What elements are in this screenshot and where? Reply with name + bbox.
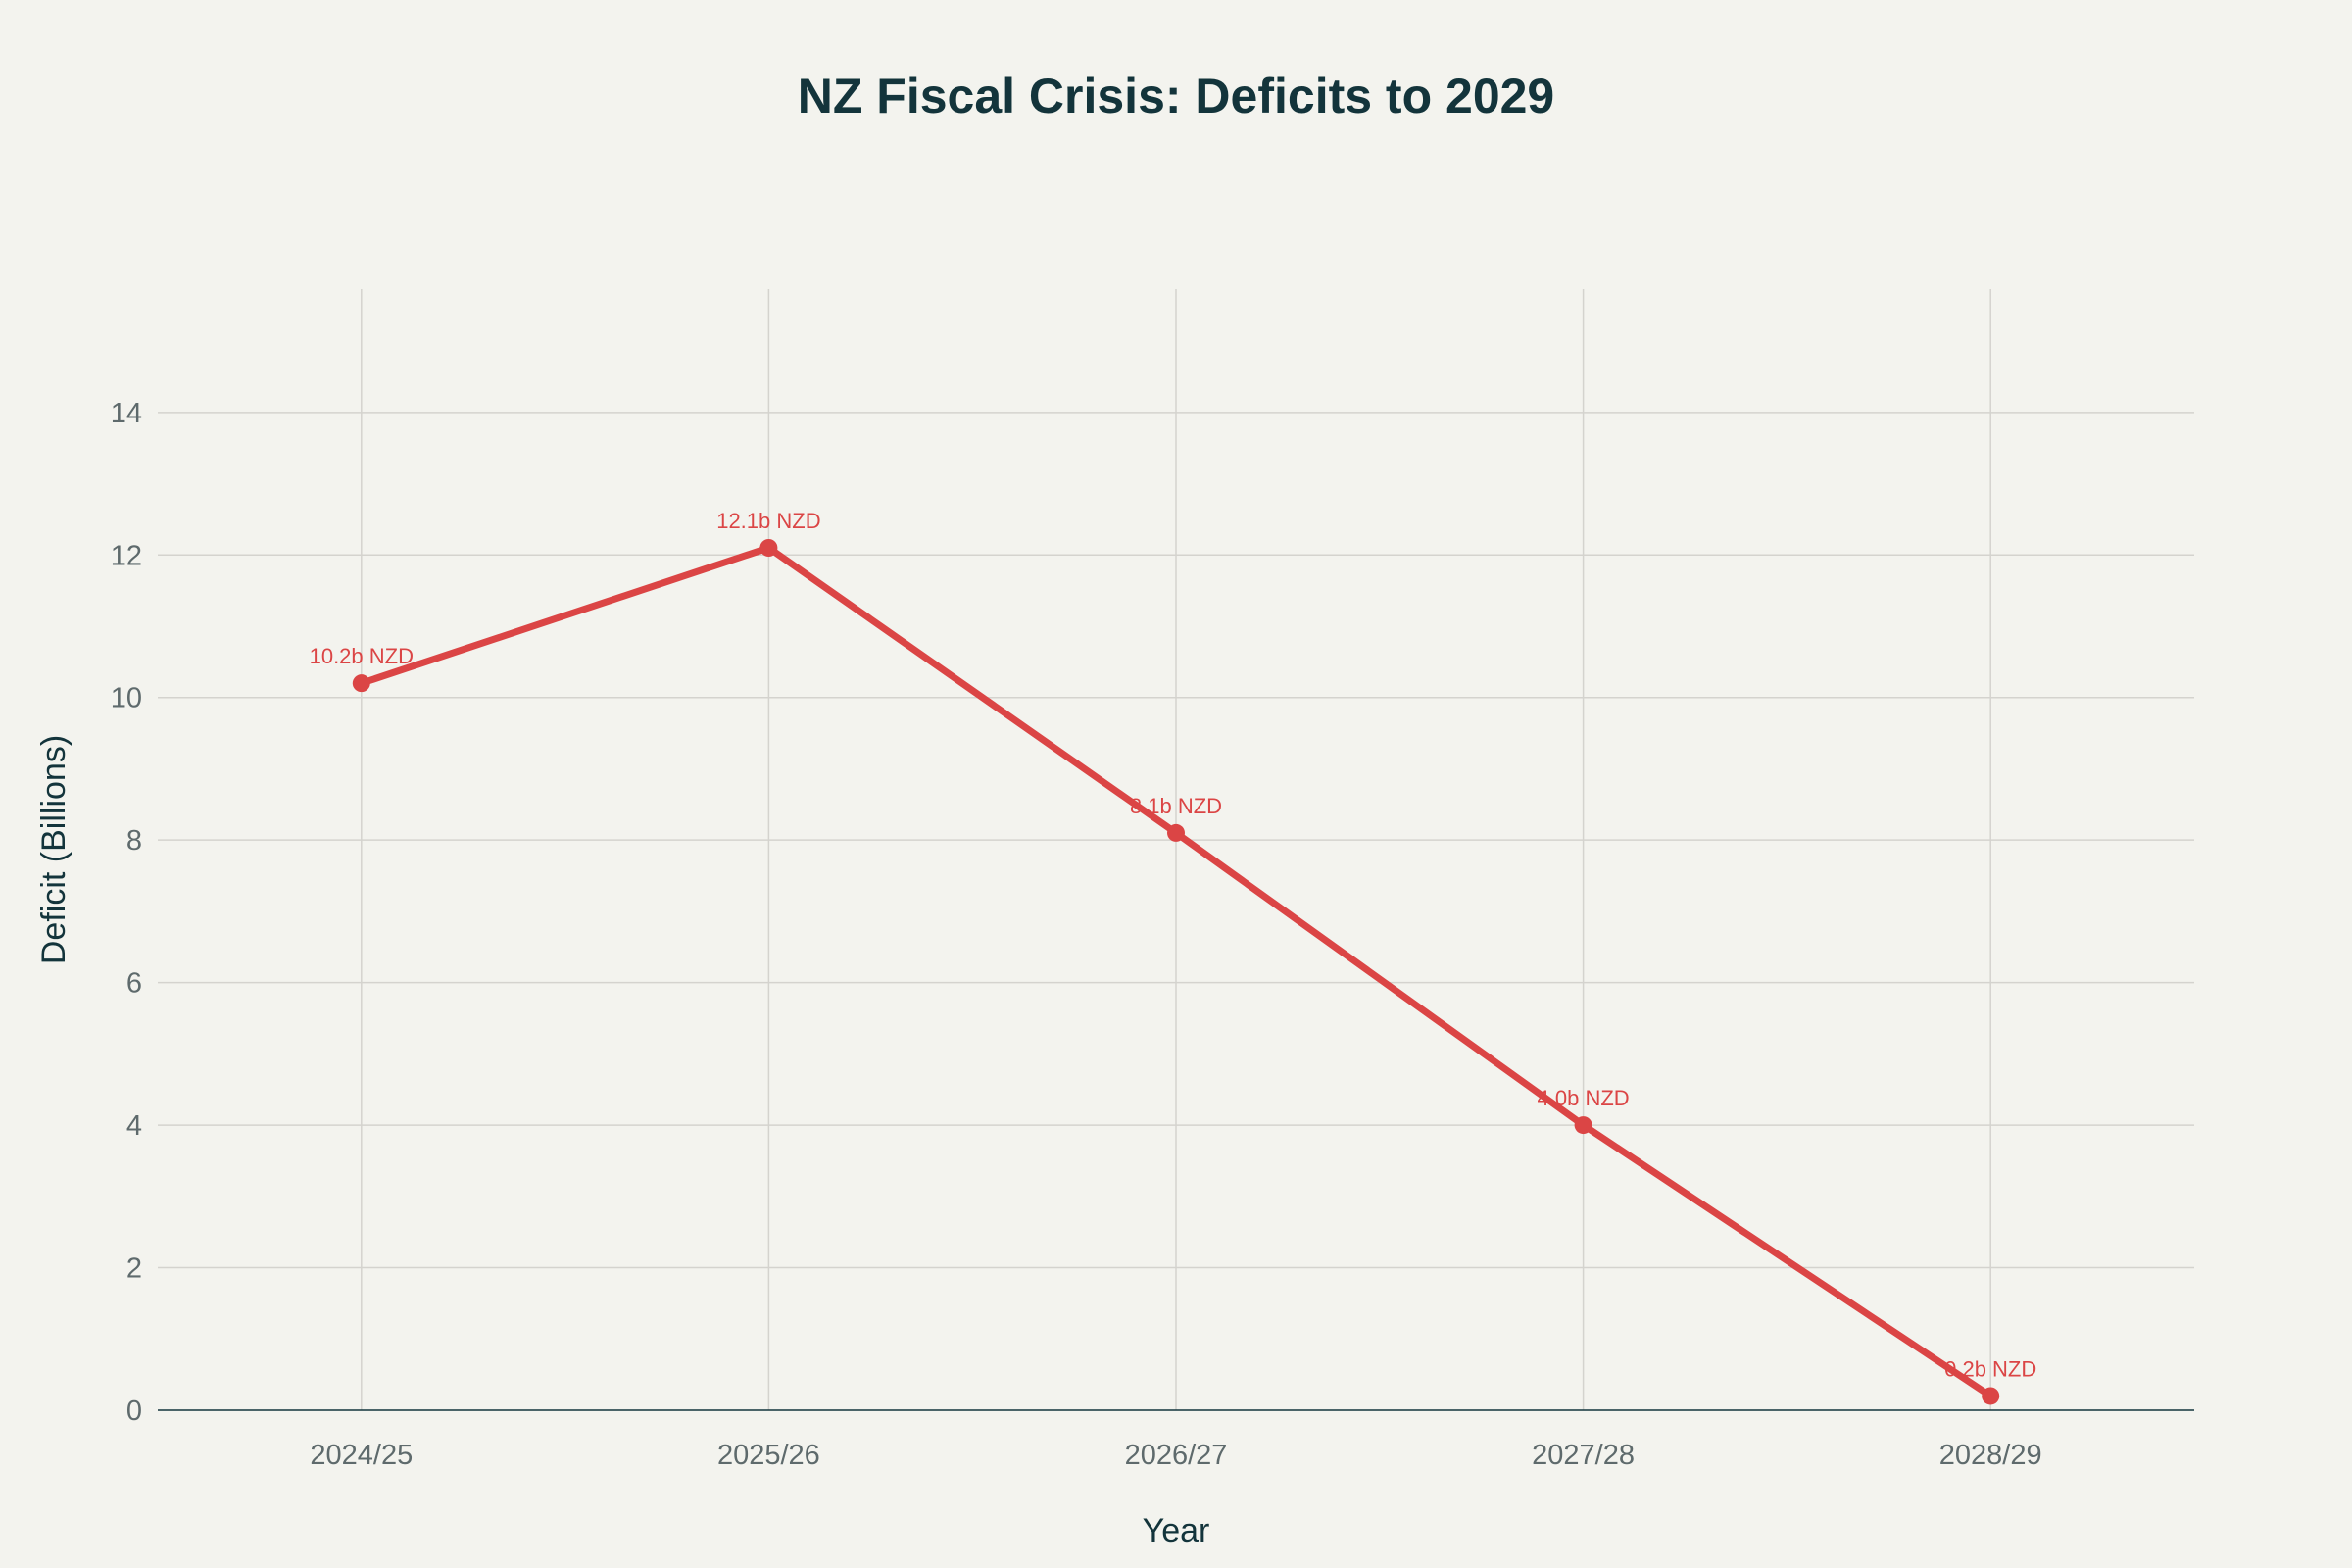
y-tick-labels: 0 2 4 6 8 10 12 14: [111, 398, 142, 1427]
data-labels: 10.2b NZD 12.1b NZD 8.1b NZD 4.0b NZD 0.2b N…: [310, 509, 2037, 1381]
y-tick-label: 10: [111, 683, 142, 714]
data-point: [1167, 823, 1185, 842]
x-tick-label: 2028/29: [1939, 1440, 2042, 1471]
data-label: 10.2b NZD: [310, 644, 414, 668]
y-tick-label: 8: [126, 825, 142, 857]
y-tick-label: 14: [111, 398, 142, 429]
x-tick-label: 2025/26: [717, 1440, 820, 1471]
y-tick-label: 12: [111, 540, 142, 571]
y-tick-label: 2: [126, 1253, 142, 1285]
x-tick-label: 2027/28: [1532, 1440, 1635, 1471]
data-point: [1982, 1387, 2000, 1405]
x-axis-title: Year: [1143, 1512, 1210, 1549]
y-tick-label: 4: [126, 1110, 142, 1142]
y-tick-label: 6: [126, 968, 142, 1000]
y-axis-title: Deficit (Billions): [35, 735, 73, 964]
y-tick-label: 0: [126, 1396, 142, 1427]
data-label: 8.1b NZD: [1130, 794, 1222, 818]
data-point: [760, 539, 778, 557]
series-deficit: [352, 539, 2000, 1405]
data-point: [352, 674, 370, 693]
x-tick-label: 2024/25: [310, 1440, 413, 1471]
x-tick-labels: 2024/25 2025/26 2026/27 2027/28 2028/29: [310, 1440, 2041, 1471]
grid-lines: [158, 289, 2194, 1410]
chart-title: NZ Fiscal Crisis: Deficits to 2029: [798, 69, 1555, 123]
data-label: 4.0b NZD: [1538, 1086, 1630, 1110]
data-label: 12.1b NZD: [716, 509, 820, 533]
data-point: [1574, 1116, 1592, 1135]
data-label: 0.2b NZD: [1944, 1356, 2036, 1381]
x-tick-label: 2026/27: [1125, 1440, 1228, 1471]
